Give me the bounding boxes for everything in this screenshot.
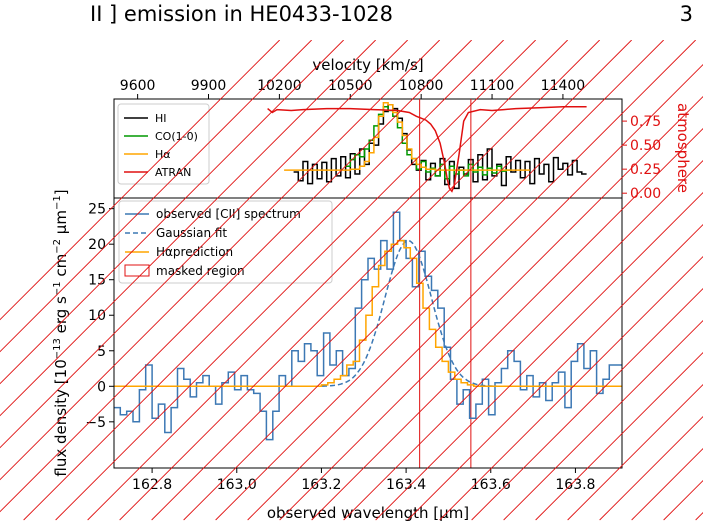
hatch-line (0, 40, 312, 353)
right-y-tick-label: 0.50 (630, 138, 661, 154)
hatch-line (215, 40, 696, 521)
ylabel-end: ] (52, 189, 70, 195)
hatch-line (407, 224, 703, 521)
top-right-ylabel: atmosphere (674, 103, 692, 193)
hatch-line (567, 384, 703, 521)
top-legend-label: HI (155, 112, 167, 125)
ylabel-mid1: erg s (52, 296, 70, 338)
ylabel-exp1: −13 (52, 338, 63, 359)
bottom-xlabel: observed wavelength [μm] (267, 504, 469, 522)
page-title: II ] emission in HE0433-1028 (90, 2, 394, 26)
ylabel-mid3: μm (52, 210, 70, 239)
hatch-line (151, 40, 632, 521)
ylabel-exp2: −1 (52, 281, 63, 296)
bottom-legend-label: Gaussian fit (156, 226, 227, 240)
bottom-y-tick-label: 5 (97, 344, 106, 360)
top-legend-label: CO(1-0) (155, 130, 198, 143)
ylabel-exp3: −2 (52, 239, 63, 254)
bottom-series-observed-cii-spectrum-line (114, 211, 622, 441)
hatch-line (87, 40, 568, 521)
ylabel-mid2: cm (52, 254, 70, 282)
bottom-y-tick-label: 10 (88, 308, 106, 324)
hatch-line (247, 64, 703, 521)
top-series-h--line (284, 102, 530, 171)
bottom-x-tick-label: 163.2 (301, 477, 341, 493)
hatch-line (0, 40, 472, 513)
hatch-line (119, 40, 600, 521)
bottom-legend-label: Hαprediction (156, 245, 233, 259)
top-x-tick-label: 11400 (541, 78, 586, 94)
hatch-line (535, 352, 703, 521)
bottom-x-tick-label: 163.4 (386, 477, 426, 493)
hatch-line (311, 128, 703, 521)
hatch-line (471, 288, 703, 521)
right-y-tick-label: 0.00 (630, 186, 661, 202)
bottom-axes-frame (113, 197, 623, 469)
top-x-tick-label: 9900 (191, 78, 227, 94)
hatch-line (55, 40, 536, 521)
right-y-tick-label: 0.25 (630, 162, 661, 178)
bottom-y-tick-label: 20 (88, 237, 106, 253)
ylabel-base: flux density [10 (52, 359, 70, 476)
hatch-line (183, 40, 664, 521)
bottom-panel: 162.8 163.0 163.2 163.4 163.6 163.8 −50510152… (52, 99, 623, 522)
top-x-tick-label: 9600 (120, 78, 156, 94)
top-x-tick-label: 10800 (399, 78, 444, 94)
top-xlabel: velocity [km/s] (312, 56, 423, 74)
top-legend-box (117, 103, 210, 185)
top-x-tick-label: 10500 (328, 78, 373, 94)
bottom-x-tick-label: 163.6 (471, 477, 511, 493)
top-series-atran-line (267, 105, 587, 193)
hatch-line (503, 320, 703, 521)
hatch-line (0, 40, 440, 481)
bottom-ylabel: flux density [10−13 erg s−1 cm−2 μm−1] (52, 189, 70, 476)
bottom-y-tick-label: 0 (97, 379, 106, 395)
masked-region-swatch (124, 264, 150, 277)
hatch-line (0, 40, 376, 417)
bottom-x-tick-label: 162.8 (132, 477, 172, 493)
hatch-line (23, 40, 504, 521)
bottom-x-tick-label: 163.8 (555, 477, 595, 493)
hatch-line (0, 40, 280, 321)
masked-region-hatch (0, 40, 703, 521)
top-x-tick-label: 10200 (257, 78, 302, 94)
hatch-line (343, 160, 703, 521)
hatch-line (0, 40, 344, 385)
hatch-line (0, 40, 408, 449)
bottom-y-tick-label: 15 (88, 273, 106, 289)
bottom-series-h-prediction-line (114, 239, 622, 388)
bottom-y-tick-label: −5 (85, 415, 106, 431)
top-x-tick-label: 11100 (470, 78, 515, 94)
bottom-legend-label: masked region (156, 264, 245, 278)
hatch-line (439, 256, 703, 521)
hatch-line (599, 416, 703, 521)
bottom-y-tick-label: 25 (88, 202, 106, 218)
ylabel-exp4: −1 (52, 195, 63, 210)
bottom-legend-label: observed [CII] spectrum (156, 207, 301, 221)
hatch-line (695, 512, 703, 521)
hatch-line (375, 192, 703, 521)
top-series-co-1-0--line (345, 105, 511, 180)
bottom-legend-box (118, 200, 333, 284)
top-panel: 9600 9900 10200 10500 10800 11100 11400 veloci… (113, 56, 692, 202)
page-number: 3 (679, 2, 693, 26)
hatch-line (279, 96, 703, 521)
top-legend-label: ATRAN (155, 166, 191, 179)
top-legend-label: Hα (155, 148, 171, 161)
